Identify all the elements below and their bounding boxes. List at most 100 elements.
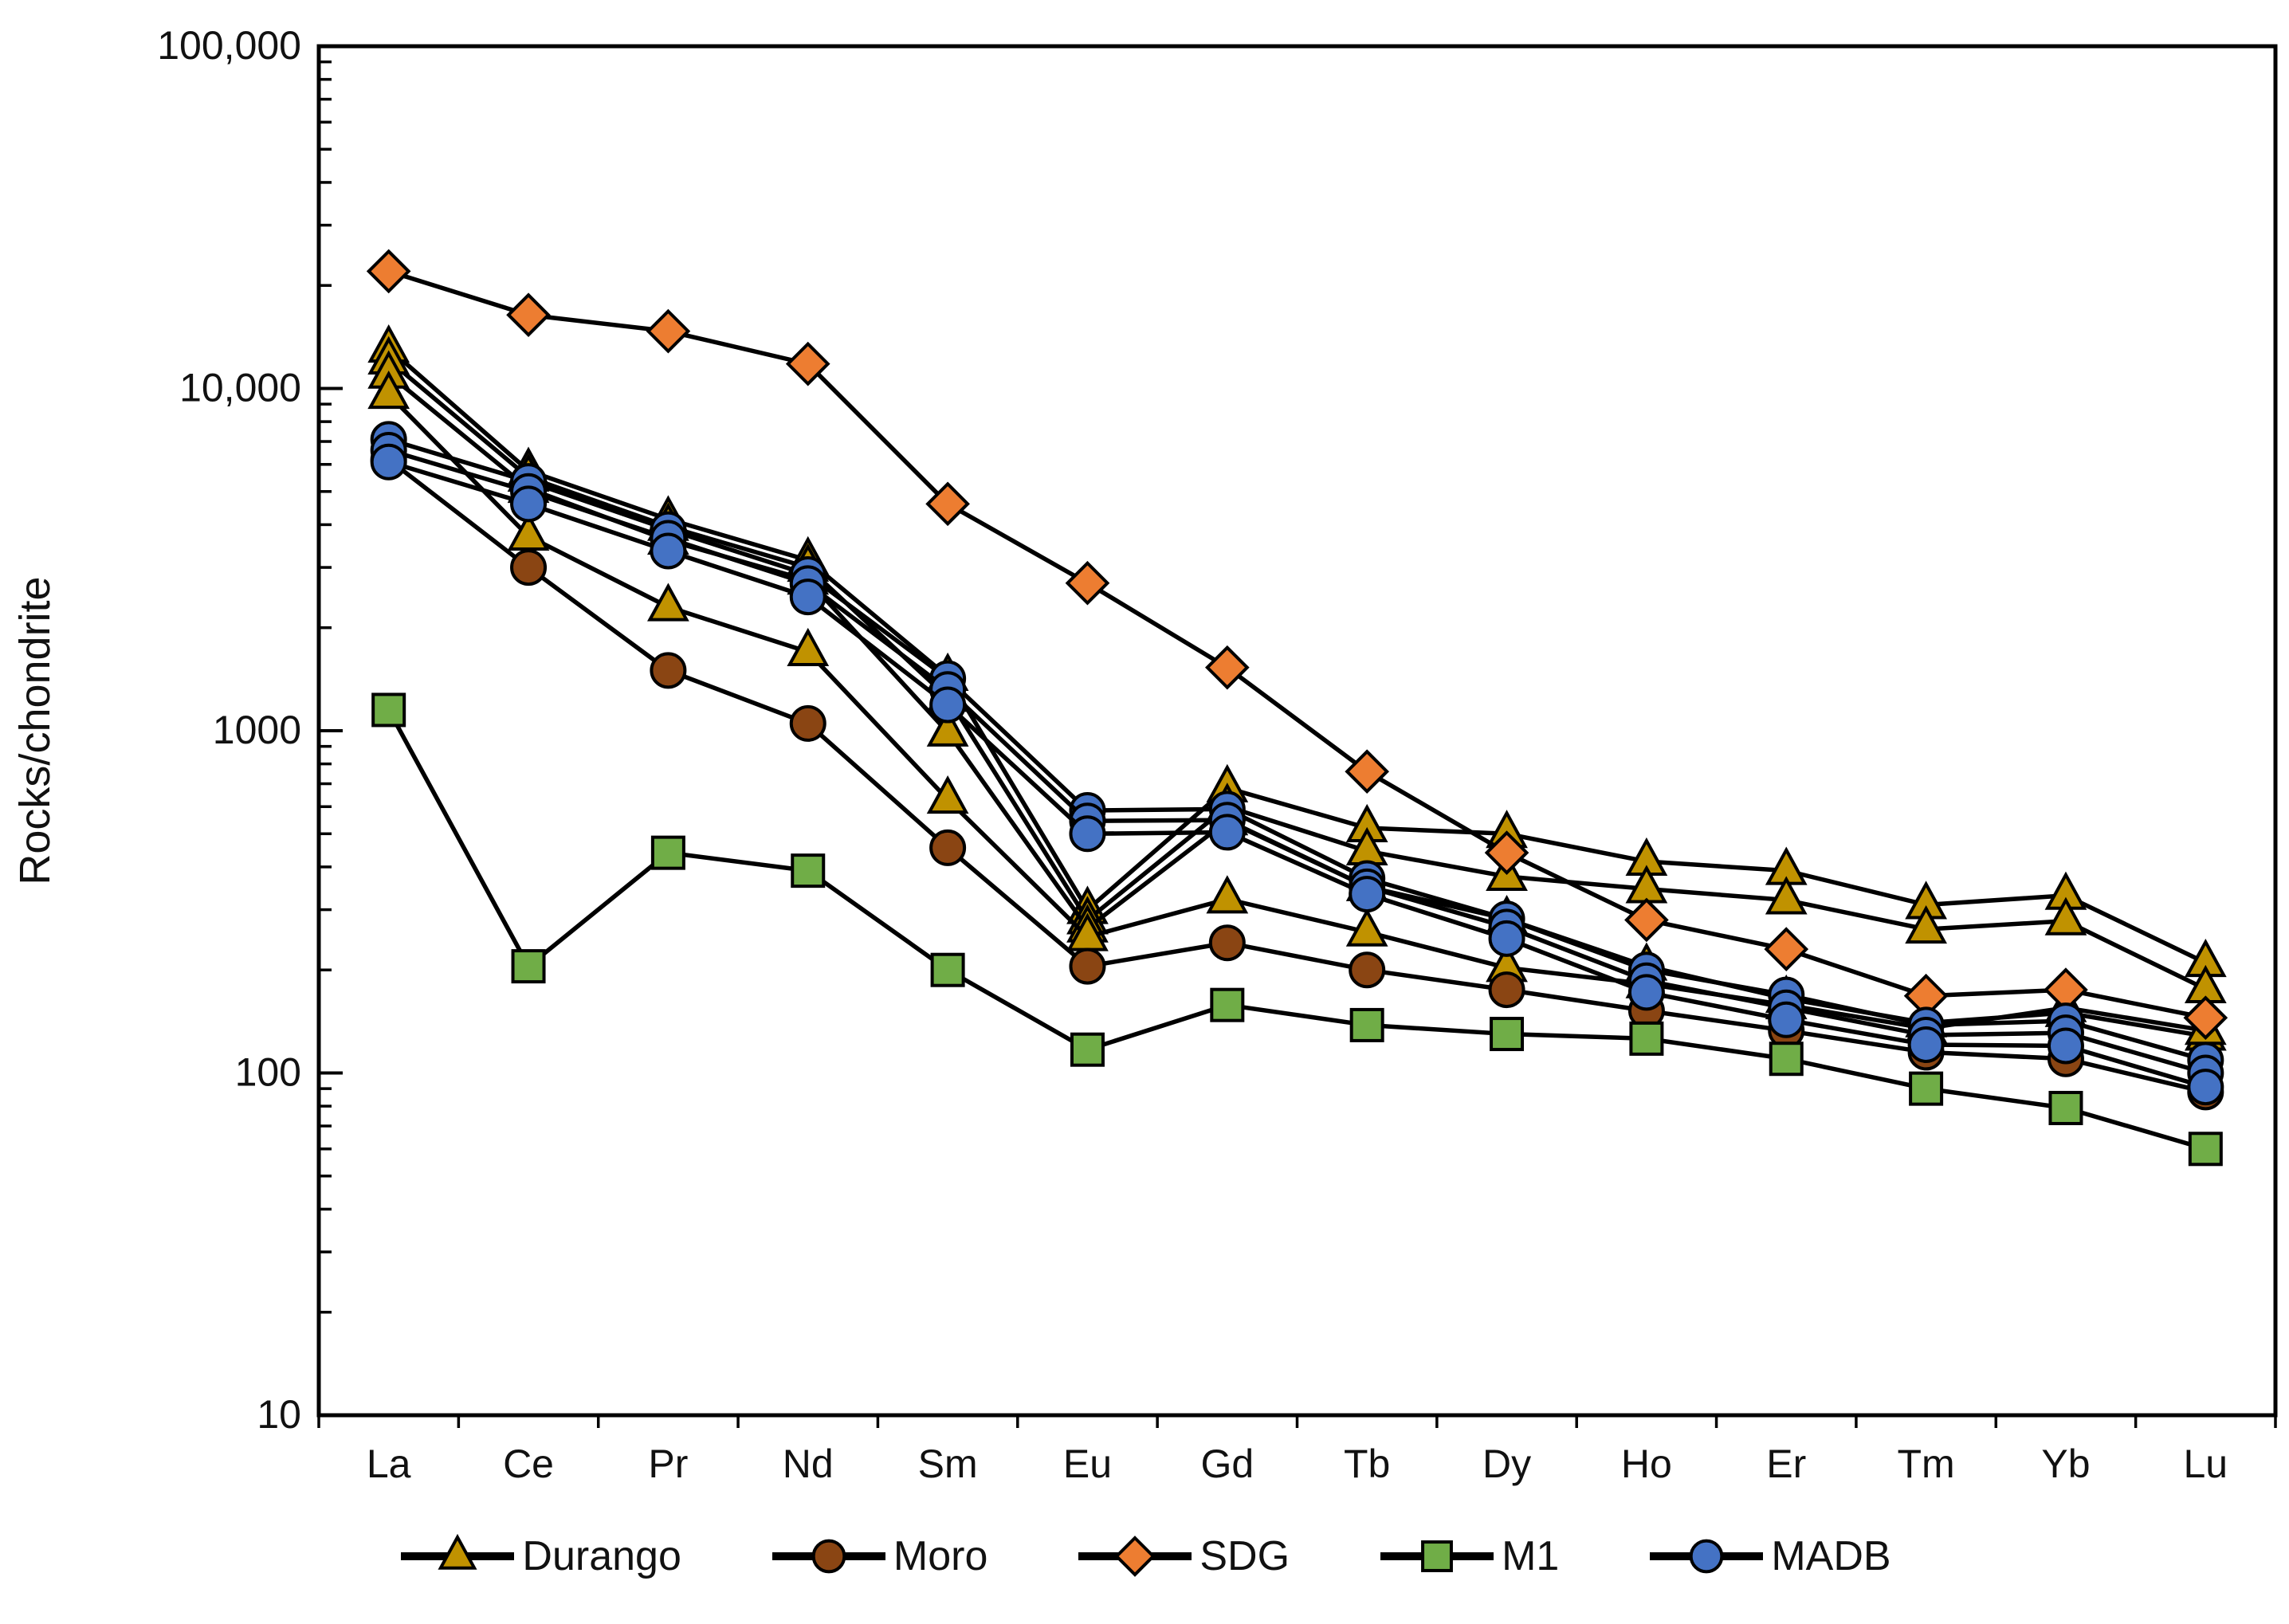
marker-triangle [367,370,410,410]
y-axis: 10 100 1000 10,000 100,000 [157,23,343,1437]
series-group-m1 [371,692,2223,1167]
x-tick-label: Sm [918,1442,978,1486]
legend-marker-triangle-icon [401,1533,515,1570]
plot-frame [316,44,2278,1418]
legend-label: M1 [1502,1533,1560,1579]
chart-legend: Durango Moro SDG M1 MADB [0,1528,2289,1584]
marker-circle [789,579,826,616]
legend-item-m1: M1 [1377,1528,1559,1584]
marker-square [930,952,965,987]
legend-marker-circle-icon [772,1539,885,1574]
series-line-madb [387,437,2207,1063]
marker-diamond [785,341,830,386]
x-tick-label: Tm [1898,1442,1955,1486]
marker-square [1490,1017,1525,1052]
series-line-m1 [387,708,2207,1151]
marker-circle [1069,815,1106,853]
x-tick-label: Ho [1621,1442,1672,1486]
marker-square [511,949,546,984]
marker-circle [650,652,687,689]
marker-circle [1488,920,1525,957]
legend-label: MADB [1771,1533,1891,1579]
marker-triangle [507,512,550,551]
marker-triangle [438,1533,477,1570]
legend-marker-square-icon [1380,1540,1494,1572]
marker-circle [370,443,407,481]
marker-circle [1689,1539,1724,1574]
series-line-durango [387,393,2206,1034]
marker-diamond [1204,645,1250,690]
marker-triangle [647,583,689,622]
marker-circle [929,686,967,724]
marker-square [1349,1007,1384,1042]
marker-circle [1069,947,1106,985]
series-group-durango [367,324,2227,1051]
legend-item-moro: Moro [769,1528,987,1584]
series-line-durango [387,347,2207,965]
marker-triangle [1345,908,1388,947]
legend-marker-diamond-icon [1078,1536,1192,1577]
marker-triangle [1905,904,1947,944]
marker-diamond [925,481,970,527]
marker-circle [1627,974,1665,1011]
legend-item-madb: MADB [1647,1528,1891,1584]
series-line-madb [387,448,2207,1076]
series-line-moro [387,457,2206,1095]
marker-triangle [787,627,830,667]
marker-square [1070,1032,1105,1067]
marker-diamond [1764,927,1809,971]
marker-circle [510,549,548,586]
x-tick-label: Yb [2041,1442,2090,1486]
marker-square [2048,1090,2083,1125]
marker-triangle [1206,875,1249,914]
x-tick-label: Lu [2184,1442,2228,1486]
legend-label: SDG [1199,1533,1290,1579]
y-axis-title: Rocks/chondrite [11,576,59,885]
marker-circle [929,829,967,866]
series-line-sdg [387,269,2206,1020]
marker-diamond [1345,749,1390,794]
marker-triangle [926,775,969,814]
marker-triangle [926,708,969,747]
marker-circle [789,704,826,742]
legend-label: Durango [522,1533,681,1579]
series-line-madb [387,460,2207,1089]
y-tick-label: 100,000 [157,23,301,68]
legend-item-sdg: SDG [1075,1528,1290,1584]
marker-circle [1208,814,1246,851]
x-tick-label: Dy [1482,1442,1531,1486]
x-tick-label: Eu [1063,1442,1112,1486]
series-group-sdg [366,249,2228,1041]
marker-triangle [1765,876,1808,915]
marker-circle [650,532,687,570]
marker-diamond [646,308,691,354]
y-tick-label: 1000 [213,708,301,752]
x-tick-label: Er [1766,1442,1806,1486]
marker-circle [1349,951,1386,989]
series-line-durango [387,358,2207,991]
marker-triangle [2044,896,2087,936]
marker-square [1769,1041,1804,1077]
legend-label: Moro [893,1533,988,1579]
marker-diamond [506,292,551,338]
marker-circle [1907,1026,1945,1063]
marker-circle [510,485,548,523]
x-tick-label: Tb [1344,1442,1390,1486]
marker-diamond [2183,995,2228,1041]
marker-square [2188,1132,2223,1167]
marker-circle [2047,1027,2084,1065]
marker-square [650,835,685,870]
marker-circle [1208,924,1246,962]
marker-square [371,692,406,728]
marker-circle [1488,971,1525,1009]
marker-circle [2187,1069,2224,1106]
marker-diamond [366,249,411,294]
marker-circle [1349,876,1386,913]
series-group-madb [370,421,2224,1106]
x-tick-label: La [367,1442,411,1486]
marker-diamond [1484,830,1529,875]
marker-square [1421,1540,1454,1572]
y-tick-label: 10,000 [179,366,301,410]
